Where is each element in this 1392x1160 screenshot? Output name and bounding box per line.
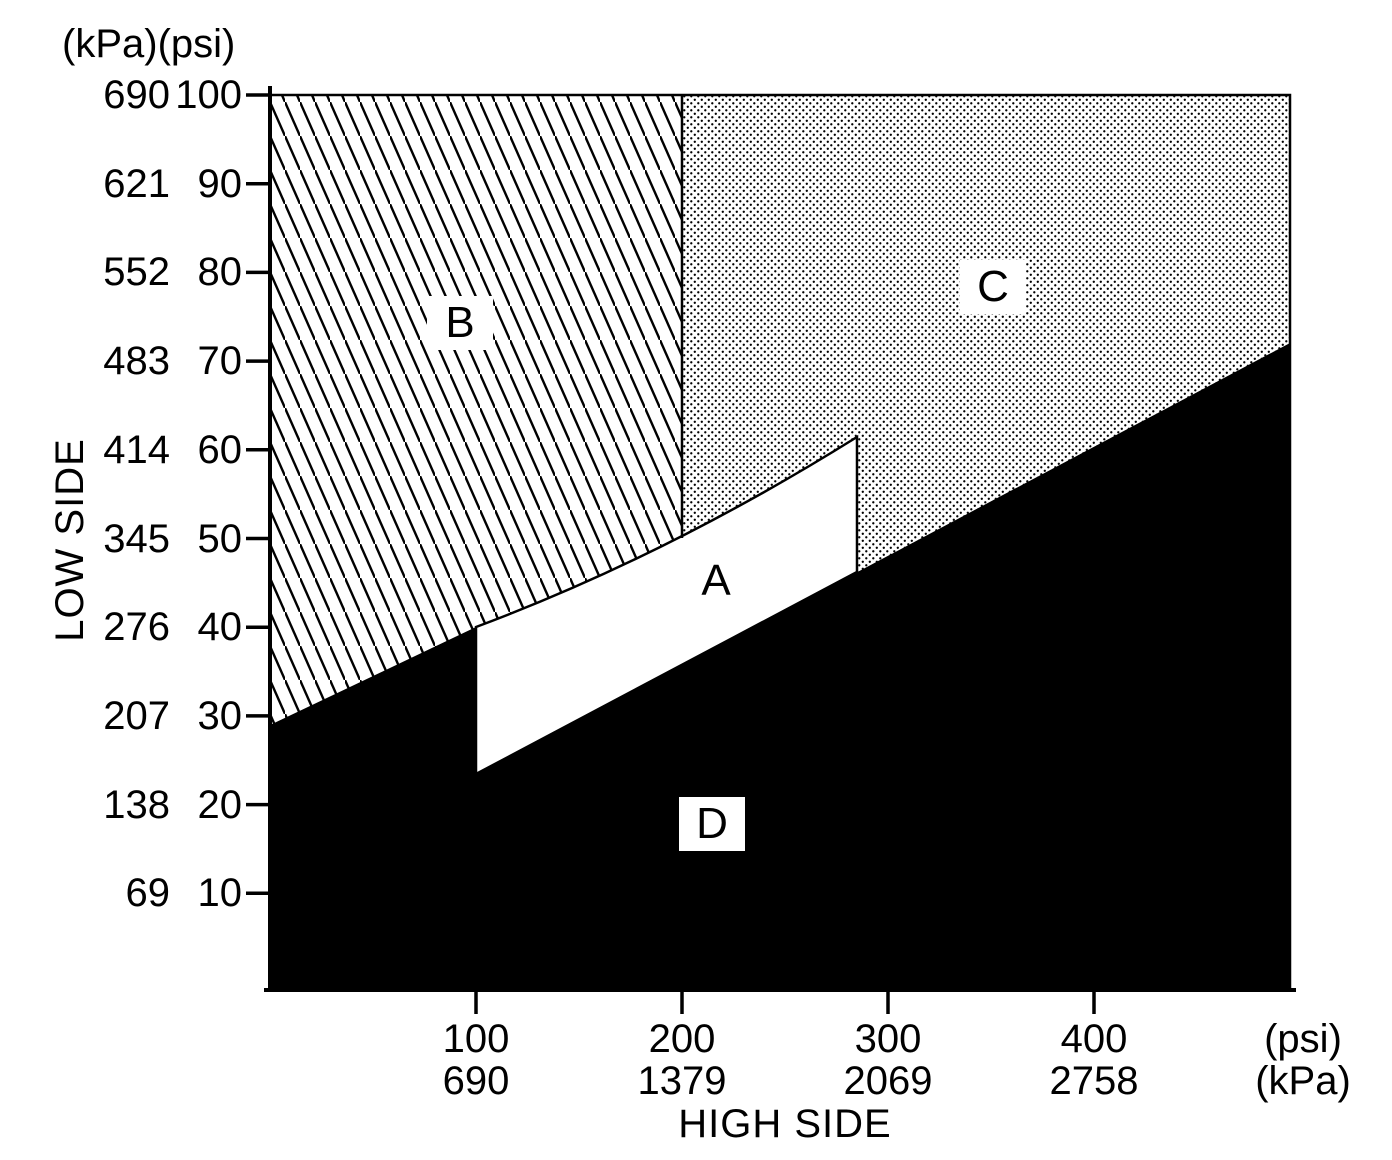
y-tick-kpa: 207 — [103, 694, 170, 738]
y-axis-unit-kpa: (kPa) — [62, 22, 158, 66]
x-axis-units: (psi) (kPa) — [1223, 1018, 1383, 1102]
x-axis-ticks — [474, 990, 1096, 1014]
x-tick-kpa: 2758 — [1049, 1059, 1139, 1103]
y-tick-row-50: 345 50 — [58, 517, 242, 561]
region-d-label: D — [679, 797, 745, 851]
x-tick-kpa: 690 — [442, 1059, 510, 1103]
y-tick-psi: 70 — [197, 339, 243, 383]
y-tick-psi: 20 — [197, 783, 243, 827]
region-a-white-area — [474, 434, 859, 777]
y-tick-psi: 50 — [197, 517, 243, 561]
y-tick-psi: 60 — [197, 428, 243, 472]
y-axis-units: (kPa) (psi) — [62, 22, 235, 66]
y-tick-psi: 10 — [197, 871, 243, 915]
y-tick-psi: 100 — [175, 73, 242, 117]
x-tick-psi: 200 — [648, 1017, 716, 1061]
region-a-label: A — [683, 554, 749, 608]
y-tick-psi: 90 — [197, 162, 243, 206]
x-tick-300: 300 2069 — [808, 1018, 968, 1102]
x-tick-kpa: 2069 — [843, 1059, 933, 1103]
y-tick-row-80: 552 80 — [58, 250, 242, 294]
y-tick-psi: 80 — [197, 250, 243, 294]
region-c-label: C — [960, 260, 1026, 314]
region-b-label: B — [427, 296, 493, 350]
y-tick-row-20: 138 20 — [58, 783, 242, 827]
x-tick-psi: 400 — [1060, 1017, 1128, 1061]
y-tick-psi: 40 — [197, 605, 243, 649]
y-tick-row-30: 207 30 — [58, 694, 242, 738]
y-axis-ticks — [246, 93, 270, 896]
x-axis-title: HIGH SIDE — [678, 1102, 892, 1146]
region-d-black-area — [270, 343, 1290, 990]
y-tick-kpa: 621 — [103, 162, 170, 206]
y-tick-row-70: 483 70 — [58, 339, 242, 383]
y-tick-kpa: 276 — [103, 605, 170, 649]
x-tick-kpa: 1379 — [637, 1059, 727, 1103]
y-tick-row-100: 690 100 — [58, 73, 242, 117]
x-tick-psi: 100 — [442, 1017, 510, 1061]
y-tick-psi: 30 — [197, 694, 243, 738]
x-tick-100: 100 690 — [396, 1018, 556, 1102]
y-axis-title: LOW SIDE — [48, 438, 92, 642]
y-tick-kpa: 345 — [103, 517, 170, 561]
y-tick-row-10: 69 10 — [58, 871, 243, 915]
y-tick-row-40: 276 40 — [58, 605, 242, 649]
y-tick-kpa: 414 — [103, 428, 170, 472]
x-tick-200: 200 1379 — [602, 1018, 762, 1102]
y-tick-kpa: 483 — [103, 339, 170, 383]
x-axis-unit-kpa: (kPa) — [1255, 1059, 1351, 1103]
y-tick-row-90: 621 90 — [58, 162, 242, 206]
y-tick-kpa: 552 — [103, 250, 170, 294]
y-tick-kpa: 69 — [125, 871, 171, 915]
x-tick-400: 400 2758 — [1014, 1018, 1174, 1102]
plot-frame — [270, 93, 1292, 990]
x-axis-unit-psi: (psi) — [1264, 1017, 1342, 1061]
y-tick-row-60: 414 60 — [58, 428, 242, 472]
y-tick-kpa: 690 — [103, 73, 170, 117]
y-tick-kpa: 138 — [103, 783, 170, 827]
x-tick-psi: 300 — [854, 1017, 922, 1061]
y-axis-unit-psi: (psi) — [157, 22, 236, 66]
